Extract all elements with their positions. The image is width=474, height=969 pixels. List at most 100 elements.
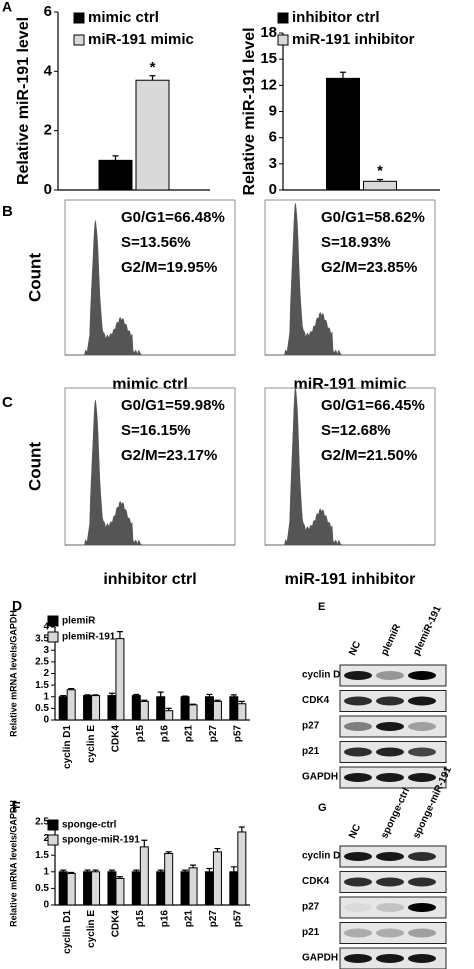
bar	[204, 696, 214, 721]
blot-band	[408, 747, 436, 757]
error-bar	[141, 699, 148, 702]
error-bar	[133, 869, 140, 872]
blot-band	[376, 696, 404, 706]
protein-label: cyclin D1	[302, 670, 346, 681]
panel-letter: D	[12, 598, 22, 614]
y-tick-label: 0	[43, 715, 49, 726]
bar	[180, 871, 190, 906]
bar	[98, 159, 133, 191]
y-tick-label: 4	[44, 62, 53, 79]
bar	[139, 700, 149, 721]
bar	[229, 871, 239, 906]
bar	[131, 695, 141, 721]
bar	[156, 696, 166, 721]
x-tick-label: p16	[159, 725, 170, 743]
y-tick-label: 9	[269, 102, 277, 119]
bar	[212, 851, 222, 906]
cell-cycle-stat: G0/G1=58.62%	[321, 209, 425, 226]
error-bar	[238, 700, 245, 704]
bar	[164, 710, 174, 721]
lane-label: NC	[347, 640, 363, 658]
bar	[115, 877, 125, 906]
error-bar	[340, 71, 346, 79]
y-tick-label: 3	[43, 645, 49, 656]
error-bar	[206, 693, 213, 697]
error-bar	[182, 695, 189, 697]
legend-swatch	[47, 615, 59, 627]
y-tick-label: 6	[44, 3, 52, 20]
cell-cycle-stat: G0/G1=66.45%	[321, 397, 425, 414]
panel-letter: B	[2, 203, 13, 220]
blot-band	[344, 928, 372, 938]
error-bar	[84, 869, 91, 872]
panel-letter: C	[2, 394, 13, 411]
histogram	[65, 220, 235, 356]
error-bar	[165, 851, 172, 854]
x-tick-label: p27	[208, 910, 219, 928]
x-tick-label: p57	[232, 725, 243, 743]
blot-band	[408, 671, 436, 680]
error-bar	[214, 699, 221, 702]
error-bar	[68, 871, 75, 874]
blot-band	[408, 903, 436, 912]
x-tick-label: cyclin D1	[62, 910, 73, 954]
x-tick-label: p21	[184, 725, 195, 743]
bar	[188, 704, 198, 721]
lane-label: plemiR	[379, 622, 403, 658]
x-axis-label: miR-191 inhibitor	[285, 571, 416, 588]
bar	[156, 871, 166, 906]
blot-band	[376, 747, 404, 757]
blot-band	[344, 954, 372, 963]
histogram	[65, 399, 235, 546]
bar	[326, 77, 360, 191]
bar	[107, 695, 117, 721]
error-bar	[112, 155, 119, 161]
bar	[66, 689, 76, 721]
y-tick-label: 3.5	[35, 633, 49, 644]
significance-mark: *	[150, 59, 156, 76]
legend-label: inhibitor ctrl	[292, 9, 380, 26]
legend-swatch	[277, 34, 289, 46]
protein-label: cyclin D1	[302, 851, 346, 862]
y-axis-label: Relative mRNA levels/GAPDH	[8, 800, 18, 927]
x-tick-label: p16	[159, 910, 170, 928]
blot-band	[344, 747, 372, 757]
x-tick-label: p57	[232, 910, 243, 928]
legend-label: sponge-ctrl	[62, 820, 117, 831]
bar	[91, 695, 101, 721]
error-bar	[157, 869, 164, 872]
lane-label: NC	[347, 823, 363, 841]
blot-band	[344, 903, 372, 912]
blot-band	[376, 722, 404, 731]
blot-band	[408, 954, 436, 963]
cell-cycle-stat: G0/G1=66.48%	[121, 209, 225, 226]
error-bar	[116, 876, 123, 879]
error-bar	[84, 694, 91, 696]
y-tick-label: 1.5	[35, 850, 49, 861]
bar	[180, 696, 190, 721]
y-tick-label: 0	[269, 181, 277, 198]
legend-swatch	[277, 12, 289, 24]
legend-label: plemiR-191	[62, 632, 116, 643]
y-tick-label: 6	[269, 129, 277, 146]
protein-label: CDK4	[302, 695, 330, 706]
blot-band	[376, 877, 404, 887]
blot-band	[408, 877, 436, 887]
legend-label: sponge-miR-191	[62, 835, 140, 846]
error-bar	[182, 869, 189, 872]
bar	[204, 871, 214, 906]
protein-label: GAPDH	[302, 953, 338, 964]
error-bar	[92, 869, 99, 872]
blot-band	[344, 722, 372, 731]
bar	[229, 696, 239, 721]
error-bar	[165, 707, 172, 711]
blot-band	[344, 773, 372, 782]
x-tick-label: p27	[208, 725, 219, 743]
y-tick-label: 15	[260, 50, 277, 67]
bar	[237, 703, 247, 721]
error-bar	[206, 867, 213, 872]
cell-cycle-stat: S=16.15%	[121, 422, 191, 439]
legend-swatch	[47, 834, 59, 846]
protein-label: GAPDH	[302, 772, 338, 783]
